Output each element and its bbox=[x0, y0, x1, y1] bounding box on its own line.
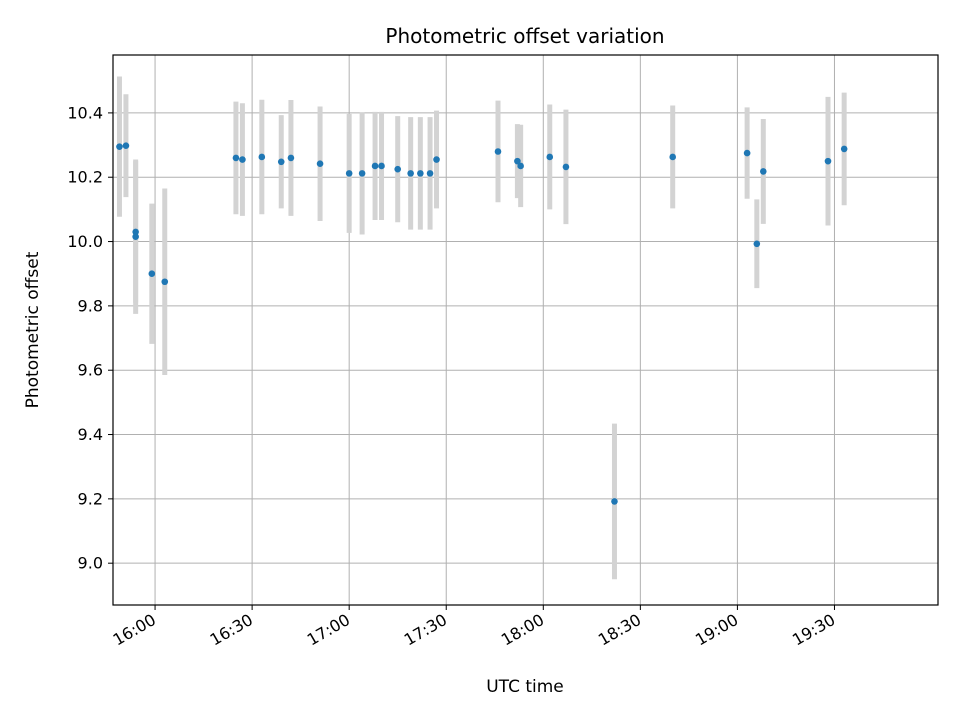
data-point bbox=[517, 162, 524, 170]
point-layer bbox=[116, 142, 848, 505]
y-axis-label: Photometric offset bbox=[23, 251, 43, 408]
data-point bbox=[840, 145, 848, 153]
data-point bbox=[426, 170, 434, 177]
data-point bbox=[378, 162, 385, 170]
data-point bbox=[562, 163, 570, 171]
data-point bbox=[161, 278, 169, 286]
y-tick-label: 9.6 bbox=[78, 361, 103, 380]
y-tick-label: 9.8 bbox=[78, 296, 103, 315]
data-point bbox=[316, 160, 324, 168]
data-point bbox=[116, 143, 123, 150]
chart-title: Photometric offset variation bbox=[385, 24, 664, 48]
y-tick-label: 10.4 bbox=[67, 103, 103, 122]
data-point bbox=[417, 170, 424, 177]
data-point bbox=[546, 153, 554, 161]
data-point bbox=[514, 157, 521, 165]
data-point bbox=[132, 233, 139, 241]
y-tick-label: 9.2 bbox=[78, 489, 103, 508]
data-point bbox=[407, 170, 414, 177]
data-point bbox=[277, 158, 285, 166]
y-tick-label: 9.0 bbox=[78, 554, 103, 573]
data-point bbox=[148, 270, 156, 278]
data-point bbox=[433, 156, 440, 163]
data-point bbox=[258, 153, 266, 161]
data-point bbox=[759, 168, 767, 175]
data-point bbox=[132, 228, 139, 236]
y-axis-ticks: 9.0 9.2 9.4 9.6 9.8 10.0 10.2 10.4 bbox=[67, 103, 113, 573]
data-point bbox=[394, 165, 402, 173]
data-point bbox=[358, 170, 366, 177]
y-tick-label: 10.0 bbox=[67, 232, 103, 251]
data-point bbox=[232, 154, 240, 162]
data-point bbox=[239, 156, 246, 163]
plot-frame bbox=[112, 54, 939, 606]
data-point bbox=[494, 148, 502, 155]
data-point bbox=[824, 157, 832, 165]
data-point bbox=[287, 154, 295, 162]
data-point bbox=[669, 153, 677, 161]
x-axis-label: UTC time bbox=[486, 677, 564, 697]
grid-layer bbox=[113, 55, 938, 605]
data-point bbox=[371, 162, 379, 170]
data-point bbox=[753, 240, 761, 248]
y-tick-label: 10.2 bbox=[67, 168, 103, 187]
y-tick-label: 9.4 bbox=[78, 425, 103, 444]
data-point bbox=[345, 170, 353, 177]
data-point bbox=[611, 498, 618, 505]
data-point bbox=[122, 142, 130, 150]
data-point bbox=[743, 149, 751, 157]
